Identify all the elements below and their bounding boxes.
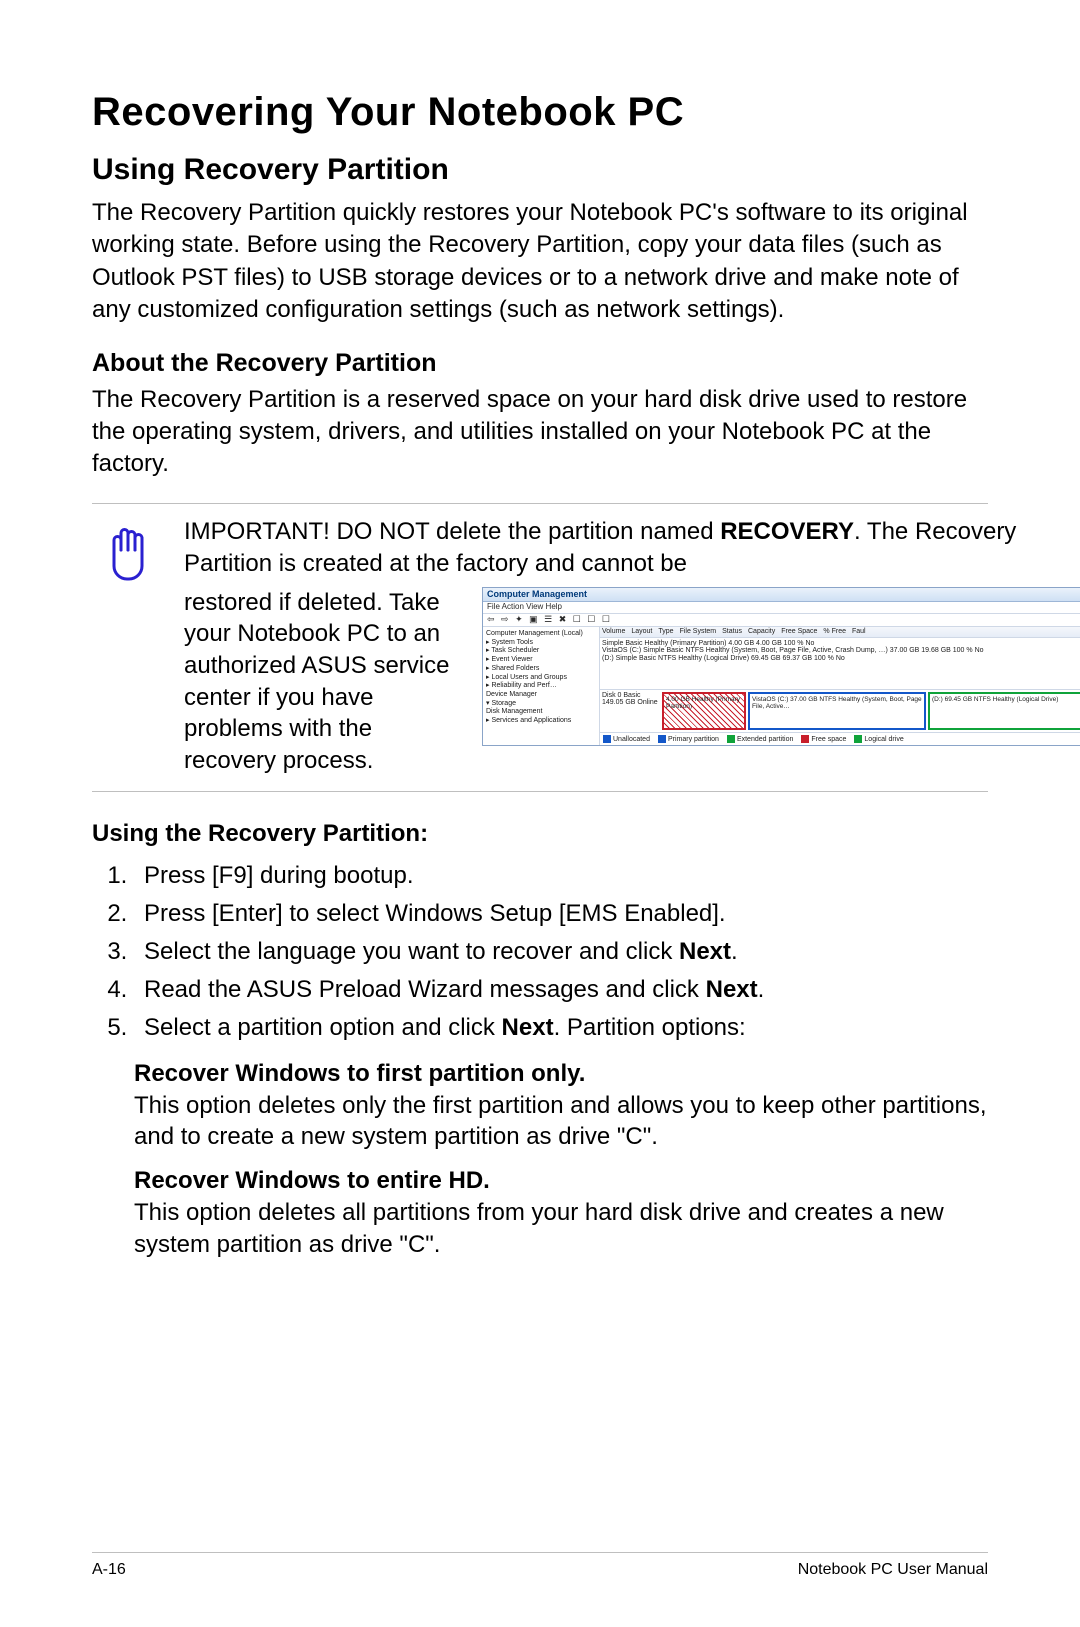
cm-tree: Computer Management (Local)▸ System Tool…	[483, 627, 600, 745]
cm-toolbar: ⇦ ⇨ ✦ ▣ ☰ ✖ ☐ ☐ ☐	[483, 614, 1080, 627]
important-text-left: restored if deleted. Take your Notebook …	[184, 587, 464, 777]
about-heading: About the Recovery Partition	[92, 349, 988, 378]
cm-volume-rows: Simple Basic Healthy (Primary Partition)…	[600, 638, 1080, 665]
step-item: Select the language you want to recover …	[134, 934, 988, 970]
hand-stop-icon	[100, 520, 154, 587]
page-number: A-16	[92, 1561, 126, 1579]
page-footer: A-16 Notebook PC User Manual	[92, 1552, 988, 1579]
important-callout: IMPORTANT! DO NOT delete the partition n…	[92, 503, 988, 792]
option-heading: Recover Windows to entire HD.	[134, 1167, 988, 1195]
steps-list: Press [F9] during bootup. Press [Enter] …	[92, 858, 988, 1046]
intro-paragraph: The Recovery Partition quickly restores …	[92, 197, 988, 327]
cm-disk-map: Disk 0 Basic 149.05 GB Online 4.00 GB He…	[600, 689, 1080, 732]
option-body: This option deletes only the first parti…	[134, 1090, 988, 1154]
important-text-top: IMPORTANT! DO NOT delete the partition n…	[184, 516, 1080, 581]
step-item: Press [Enter] to select Windows Setup [E…	[134, 896, 988, 932]
manual-page: Recovering Your Notebook PC Using Recove…	[0, 0, 1080, 1627]
option-heading: Recover Windows to first partition only.	[134, 1060, 988, 1088]
cm-columns: VolumeLayoutTypeFile SystemStatusCapacit…	[600, 627, 1080, 638]
manual-title: Notebook PC User Manual	[798, 1561, 988, 1579]
using-heading: Using the Recovery Partition:	[92, 820, 988, 848]
cm-disk-label: Disk 0 Basic 149.05 GB Online	[602, 692, 660, 730]
cm-menu: File Action View Help	[483, 602, 1080, 614]
step-item: Select a partition option and click Next…	[134, 1010, 988, 1046]
cm-legend: UnallocatedPrimary partitionExtended par…	[600, 732, 1080, 746]
page-title: Recovering Your Notebook PC	[92, 90, 988, 135]
cm-titlebar: Computer Management	[483, 588, 1080, 603]
about-paragraph: The Recovery Partition is a reserved spa…	[92, 384, 988, 481]
step-item: Read the ASUS Preload Wizard messages an…	[134, 972, 988, 1008]
option-body: This option deletes all partitions from …	[134, 1197, 988, 1261]
section-heading: Using Recovery Partition	[92, 153, 988, 187]
step-item: Press [F9] during bootup.	[134, 858, 988, 894]
disk-management-screenshot: Computer Management File Action View Hel…	[482, 587, 1080, 747]
